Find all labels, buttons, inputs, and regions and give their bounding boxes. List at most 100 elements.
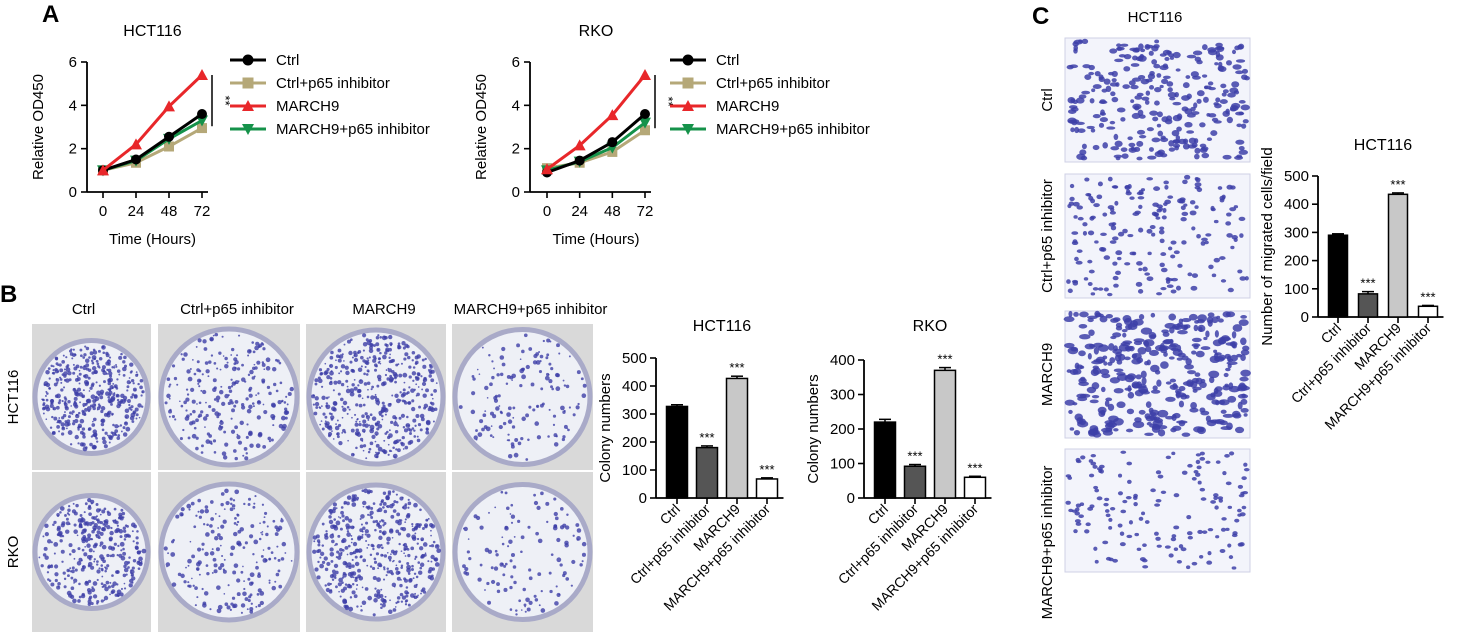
colony-dot (346, 405, 350, 409)
colony-dot (230, 354, 233, 356)
y-tick-label: 500 (1284, 168, 1309, 185)
colony-dot (233, 531, 238, 537)
significance-label: *** (1390, 177, 1405, 192)
colony-dot (532, 408, 536, 412)
colony-dot (361, 600, 367, 606)
colony-dot (195, 514, 198, 517)
colony-dot (252, 405, 255, 408)
colony-dot (412, 379, 415, 382)
colony-dot (361, 414, 365, 418)
colony-dot (375, 364, 378, 368)
colony-dot (348, 518, 353, 523)
colony-dot (332, 400, 338, 406)
colony-dot (367, 513, 370, 516)
colony-dot (533, 493, 536, 497)
migrated-cell (1095, 312, 1102, 318)
y-axis-label: Number of migrated cells/field (1259, 147, 1276, 345)
colony-dot (355, 403, 359, 407)
migrated-cell (1108, 525, 1113, 530)
migrated-cell (1167, 195, 1174, 199)
migrated-cell (1235, 70, 1244, 75)
colony-dot (41, 398, 45, 401)
colony-dot (230, 545, 236, 551)
colony-dot (381, 450, 384, 453)
migrated-cell (1166, 81, 1174, 87)
colony-dot (57, 370, 59, 373)
colony-dot (130, 574, 133, 577)
colony-dot (325, 404, 328, 408)
colony-dot (362, 403, 366, 407)
colony-dot (267, 436, 272, 441)
colony-dot (42, 402, 46, 405)
colony-dot (407, 401, 411, 405)
migrated-cell (1113, 133, 1119, 141)
y-tick-label: 100 (1284, 281, 1309, 298)
colony-dot (56, 381, 59, 384)
colony-dot (95, 437, 98, 440)
migrated-cell (1183, 203, 1188, 207)
migrated-cell (1092, 114, 1101, 119)
colony-dot (544, 375, 550, 381)
colony-dot (210, 517, 215, 521)
migrated-cell (1147, 73, 1156, 80)
colony-dot (262, 549, 265, 551)
colony-dot (377, 562, 382, 568)
colony-dot (59, 368, 64, 373)
colony-dot (79, 418, 85, 424)
colony-dot (359, 444, 364, 449)
colony-dot (479, 563, 483, 567)
colony-dot (358, 379, 364, 384)
migrated-cell (1210, 500, 1216, 504)
migrated-cell (1132, 212, 1140, 216)
colony-dot (123, 355, 127, 360)
colony-dot (94, 396, 100, 402)
colony-dot (369, 510, 374, 515)
migrated-cell (1133, 493, 1138, 498)
colony-dot (141, 391, 144, 393)
colony-dot (280, 519, 284, 523)
colony-dot (103, 595, 109, 601)
colony-dot (377, 348, 380, 351)
migrated-cell (1122, 84, 1131, 89)
colony-dot (213, 362, 217, 365)
migrated-cell (1176, 357, 1183, 361)
migrated-cell (1099, 315, 1108, 323)
migrated-cell (1114, 58, 1124, 63)
colony-dot (383, 451, 387, 454)
colony-dot (113, 366, 116, 369)
colony-dot (80, 426, 82, 428)
colony-dot (136, 550, 141, 555)
colony-dot (415, 583, 418, 586)
colony-dot (92, 550, 95, 553)
migrated-cell (1074, 256, 1079, 262)
colony-dot (258, 343, 263, 348)
colony-dot (98, 384, 102, 387)
migrated-cell (1233, 237, 1238, 243)
colony-dot (118, 553, 123, 558)
colony-dot (54, 368, 58, 372)
migrated-cell (1074, 126, 1080, 134)
colony-dot (429, 544, 432, 548)
data-point (97, 164, 109, 176)
migrated-cell (1244, 75, 1250, 81)
migrated-cell (1085, 522, 1091, 527)
data-point (164, 131, 174, 142)
migrated-cell (1070, 346, 1078, 352)
series-line (102, 119, 203, 172)
migrated-cell (1211, 316, 1219, 324)
colony-dot (365, 521, 369, 525)
colony-dot (580, 377, 584, 381)
colony-dot (85, 363, 90, 368)
migrated-cell (1225, 311, 1236, 318)
colony-dot (210, 529, 215, 534)
migrated-cell (1175, 68, 1181, 72)
colony-dot (73, 401, 77, 405)
colony-dot (417, 422, 422, 427)
colony-dot (362, 505, 365, 508)
colony-dot (420, 537, 425, 542)
migrated-cell (1186, 515, 1192, 520)
migration-image-label: MARCH9 (1039, 343, 1056, 406)
colony-dot (113, 507, 117, 511)
colony-dot (407, 603, 411, 607)
colony-dot (109, 581, 112, 584)
